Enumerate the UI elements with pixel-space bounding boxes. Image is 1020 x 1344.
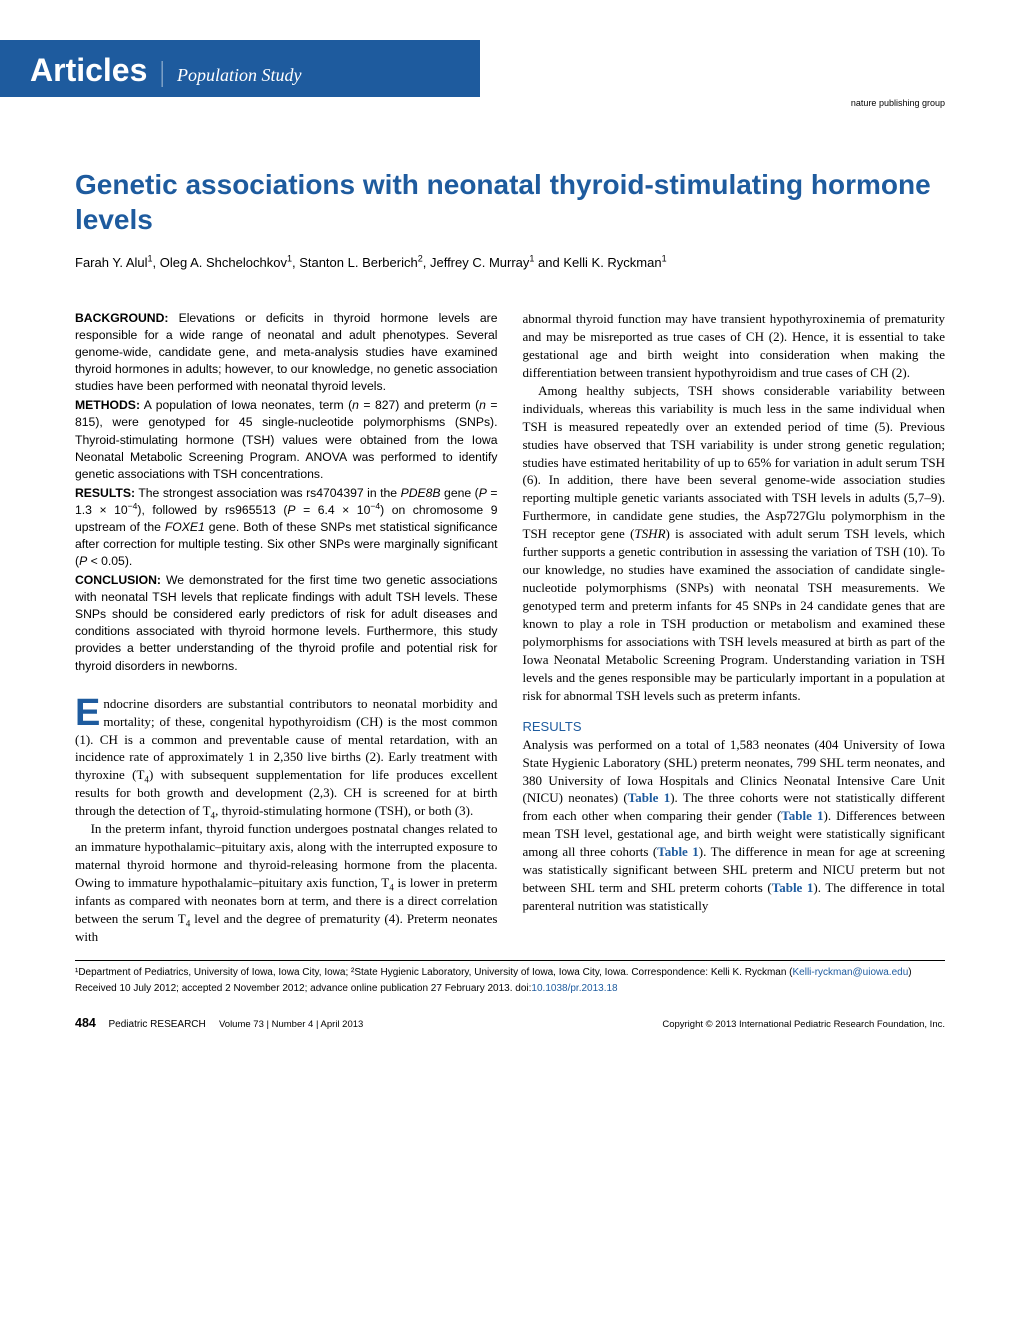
footer-right: Copyright © 2013 International Pediatric… xyxy=(662,1019,945,1030)
header-divider: | xyxy=(159,57,165,89)
table-1-ref[interactable]: Table 1 xyxy=(772,880,814,895)
abstract-methods: METHODS: A population of Iowa neonates, … xyxy=(75,397,498,482)
header-banner: Articles | Population Study xyxy=(0,40,480,97)
articles-label: Articles xyxy=(30,52,147,89)
conclusion-label: CONCLUSION: xyxy=(75,573,161,587)
methods-label: METHODS: xyxy=(75,398,140,412)
issue-text: Volume 73 | Number 4 | April 2013 xyxy=(219,1019,363,1030)
author-list: Farah Y. Alul1, Oleg A. Shchelochkov1, S… xyxy=(75,255,945,270)
abstract-background: BACKGROUND: Elevations or deficits in th… xyxy=(75,310,498,395)
intro-block: Endocrine disorders are substantial cont… xyxy=(75,695,498,946)
affil-text-b: ) xyxy=(908,967,911,978)
col2-p3: Analysis was performed on a total of 1,5… xyxy=(523,736,946,915)
publisher-label: nature publishing group xyxy=(851,98,945,108)
received-line: Received 10 July 2012; accepted 2 Novemb… xyxy=(75,983,945,994)
table-1-ref[interactable]: Table 1 xyxy=(781,808,823,823)
footer-left: 484 Pediatric RESEARCH Volume 73 | Numbe… xyxy=(75,1016,363,1030)
abstract-conclusion: CONCLUSION: We demonstrated for the firs… xyxy=(75,572,498,674)
col2-p2: Among healthy subjects, TSH shows consid… xyxy=(523,382,946,705)
results-label: RESULTS: xyxy=(75,486,135,500)
results-heading: RESULTS xyxy=(523,719,946,734)
right-column: abnormal thyroid function may have trans… xyxy=(523,310,946,946)
dropcap: E xyxy=(75,695,103,729)
journal-name: Pediatric RESEARCH xyxy=(109,1019,206,1030)
affil-text-a: ¹Department of Pediatrics, University of… xyxy=(75,967,793,978)
table-1-ref[interactable]: Table 1 xyxy=(657,844,699,859)
issue-info xyxy=(208,1019,219,1030)
intro-p1: Endocrine disorders are substantial cont… xyxy=(75,695,498,821)
results-text: The strongest association was rs4704397 … xyxy=(75,486,498,568)
affiliations: ¹Department of Pediatrics, University of… xyxy=(75,960,945,980)
col2-p1: abnormal thyroid function may have trans… xyxy=(523,310,946,382)
background-label: BACKGROUND: xyxy=(75,311,168,325)
abstract-block: BACKGROUND: Elevations or deficits in th… xyxy=(75,310,498,675)
table-1-ref[interactable]: Table 1 xyxy=(628,790,670,805)
page-number: 484 xyxy=(75,1016,96,1030)
received-text: Received 10 July 2012; accepted 2 Novemb… xyxy=(75,983,531,994)
article-title: Genetic associations with neonatal thyro… xyxy=(75,167,945,237)
intro-p1-text: ndocrine disorders are substantial contr… xyxy=(75,696,498,819)
conclusion-text: We demonstrated for the first time two g… xyxy=(75,573,498,672)
section-label: Population Study xyxy=(177,65,302,86)
two-column-layout: BACKGROUND: Elevations or deficits in th… xyxy=(75,310,945,946)
abstract-results: RESULTS: The strongest association was r… xyxy=(75,485,498,570)
correspondence-email[interactable]: Kelli-ryckman@uiowa.edu xyxy=(793,967,909,978)
intro-p2: In the preterm infant, thyroid function … xyxy=(75,820,498,946)
left-column: BACKGROUND: Elevations or deficits in th… xyxy=(75,310,498,946)
doi-link[interactable]: 10.1038/pr.2013.18 xyxy=(531,983,617,994)
page-footer: 484 Pediatric RESEARCH Volume 73 | Numbe… xyxy=(75,1016,945,1030)
